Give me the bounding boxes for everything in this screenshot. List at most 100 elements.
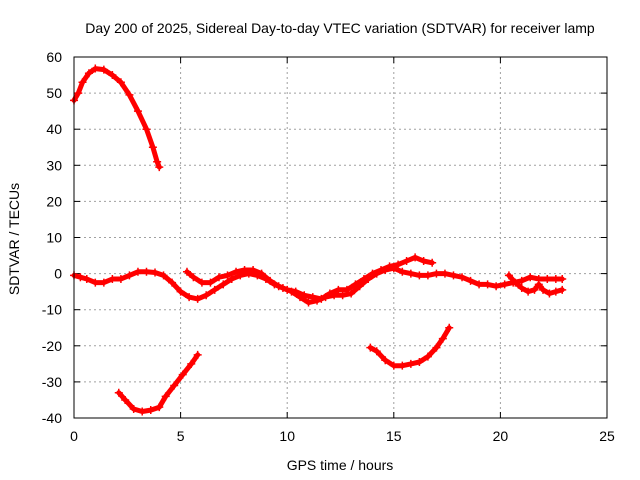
x-axis-label: GPS time / hours xyxy=(287,457,394,473)
data-point xyxy=(125,90,134,99)
data-point xyxy=(148,143,157,152)
data-point xyxy=(197,278,206,287)
data-point xyxy=(428,258,437,267)
data-point xyxy=(91,64,100,73)
y-tick-label: -30 xyxy=(42,374,62,390)
x-tick-label: 15 xyxy=(386,428,402,444)
series-line xyxy=(184,254,435,302)
data-point xyxy=(187,359,196,368)
data-point xyxy=(389,361,398,370)
chart-title: Day 200 of 2025, Sidereal Day-to-day VTE… xyxy=(85,20,595,36)
data-point xyxy=(308,293,317,302)
data-point xyxy=(146,406,155,415)
data-point xyxy=(415,358,424,367)
data-point xyxy=(406,359,415,368)
data-point xyxy=(291,287,300,296)
y-tick-label: -10 xyxy=(42,302,62,318)
plot-frame xyxy=(73,56,608,419)
data-point xyxy=(193,294,202,303)
series-arc-4 xyxy=(182,253,437,303)
data-point xyxy=(76,273,85,282)
data-point xyxy=(377,265,386,274)
data-point xyxy=(372,347,381,356)
data-point xyxy=(133,267,142,276)
data-point xyxy=(138,407,147,416)
data-point xyxy=(440,269,449,278)
data-point xyxy=(129,404,138,413)
data-point xyxy=(178,370,187,379)
data-point xyxy=(108,71,117,80)
data-point xyxy=(99,278,108,287)
data-point xyxy=(153,157,162,166)
data-point xyxy=(342,285,351,294)
y-tick-label: 60 xyxy=(46,49,62,65)
data-point xyxy=(176,287,185,296)
data-point xyxy=(325,289,334,298)
y-axis-label: SDTVAR / TECUs xyxy=(6,183,22,295)
data-point xyxy=(368,269,377,278)
data-point xyxy=(445,323,454,332)
data-point xyxy=(545,289,554,298)
data-point xyxy=(84,69,93,78)
data-point xyxy=(543,275,552,284)
data-point xyxy=(534,280,543,289)
data-point xyxy=(423,271,432,280)
data-point xyxy=(91,278,100,287)
data-point xyxy=(500,280,509,289)
data-point xyxy=(125,271,134,280)
data-point xyxy=(266,276,275,285)
data-point xyxy=(511,278,520,287)
data-point xyxy=(155,403,164,412)
data-point xyxy=(206,278,215,287)
grid-layer xyxy=(74,57,607,418)
data-point xyxy=(492,282,501,291)
data-point xyxy=(193,350,202,359)
data-point xyxy=(526,273,535,282)
data-point xyxy=(351,280,360,289)
series-line xyxy=(116,352,201,414)
data-point xyxy=(155,163,164,172)
x-tick-label: 10 xyxy=(279,428,295,444)
data-point xyxy=(214,273,223,282)
data-point xyxy=(398,267,407,276)
y-tick-label: -20 xyxy=(42,338,62,354)
data-point xyxy=(78,78,87,87)
data-point xyxy=(161,392,170,401)
data-point xyxy=(185,293,194,302)
y-tick-label: 30 xyxy=(46,157,62,173)
series-line xyxy=(71,66,162,170)
data-point xyxy=(530,285,539,294)
data-point xyxy=(419,256,428,265)
data-point xyxy=(398,361,407,370)
data-point xyxy=(223,271,232,280)
data-point xyxy=(558,285,567,294)
data-point xyxy=(423,352,432,361)
data-point xyxy=(114,388,123,397)
data-point xyxy=(168,278,177,287)
series-arc-6 xyxy=(504,271,567,298)
data-point xyxy=(411,253,420,262)
data-point xyxy=(432,269,441,278)
data-point xyxy=(539,285,548,294)
data-point xyxy=(227,275,236,284)
y-tick-label: 50 xyxy=(46,85,62,101)
data-point xyxy=(151,268,160,277)
data-point xyxy=(415,271,424,280)
series-arc-2 xyxy=(114,350,202,416)
data-point xyxy=(524,287,533,296)
x-tick-label: 25 xyxy=(599,428,615,444)
data-point xyxy=(394,260,403,269)
data-point xyxy=(219,280,228,289)
data-point xyxy=(338,291,347,300)
y-tick-label: 10 xyxy=(46,230,62,246)
data-point xyxy=(466,276,475,285)
data-point xyxy=(347,289,356,298)
data-point xyxy=(283,285,292,294)
x-tick-label: 0 xyxy=(70,428,78,444)
data-point xyxy=(558,275,567,284)
data-point xyxy=(385,262,394,271)
data-point xyxy=(240,265,249,274)
data-point xyxy=(108,275,117,284)
data-point xyxy=(551,287,560,296)
